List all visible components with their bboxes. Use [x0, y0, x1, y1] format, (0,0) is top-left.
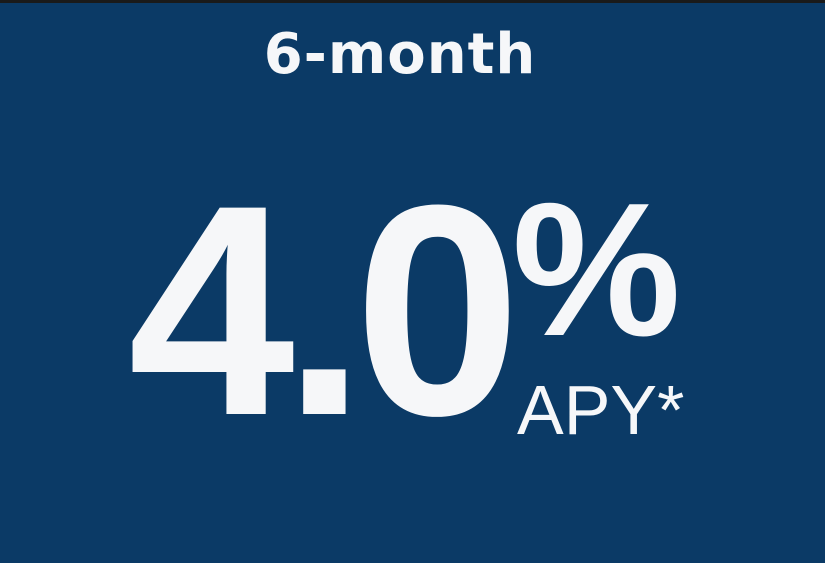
term-heading: 6-month: [263, 22, 537, 87]
percent-sign: %: [512, 164, 681, 376]
rate-value: 4.0: [128, 142, 521, 478]
apy-label: APY*: [517, 371, 685, 449]
top-border: [0, 0, 825, 3]
